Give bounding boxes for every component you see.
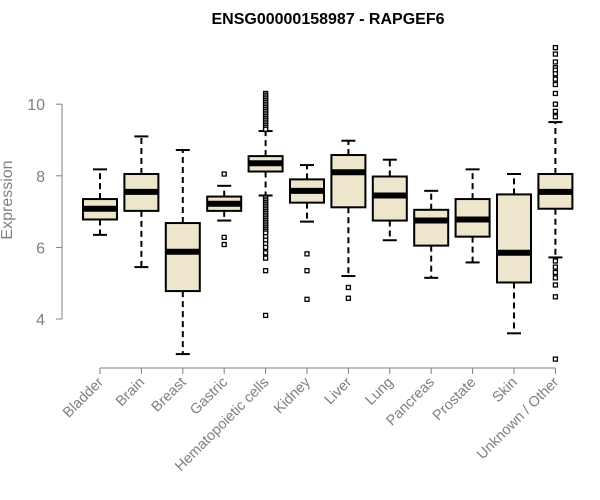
outlier-point: [552, 44, 559, 51]
outlier-point: [262, 244, 269, 251]
outlier-point: [262, 126, 269, 132]
outlier-point: [552, 356, 559, 362]
outlier-point: [221, 171, 227, 177]
x-tick-label: Lung: [362, 375, 396, 409]
outlier-point: [552, 76, 559, 82]
outlier-point: [304, 296, 310, 302]
x-tick-label: Kidney: [271, 374, 314, 417]
outlier-point: [552, 275, 559, 281]
outlier-point: [552, 114, 559, 120]
x-tick-label: Bladder: [60, 374, 107, 421]
outlier-point: [552, 51, 559, 57]
outlier-point: [262, 250, 269, 256]
iqr-box: [371, 175, 408, 222]
box-series: [82, 44, 574, 362]
outlier-point: [345, 295, 352, 301]
outlier-point: [262, 268, 269, 274]
y-tick-label: 6: [36, 240, 45, 257]
outlier-point: [552, 81, 559, 88]
outlier-point: [552, 282, 559, 288]
outlier-point: [262, 312, 269, 319]
x-tick-label: Skin: [490, 375, 521, 406]
iqr-box: [413, 208, 450, 247]
box-pancreas: [413, 189, 450, 279]
y-axis-label: Expression: [0, 160, 16, 239]
outlier-point: [262, 255, 269, 261]
outlier-point: [552, 269, 559, 276]
box-hematopoietic-cells: [247, 90, 284, 319]
iqr-box: [330, 154, 367, 209]
outlier-point: [552, 294, 559, 300]
box-bladder: [82, 168, 118, 236]
chart-title: ENSG00000158987 - RAPGEF6: [211, 11, 444, 28]
box-breast: [164, 149, 201, 356]
iqr-box: [496, 193, 532, 284]
box-kidney: [289, 164, 325, 302]
outlier-point: [304, 251, 310, 257]
box-liver: [330, 139, 367, 301]
box-prostate: [454, 168, 491, 264]
outlier-point: [221, 234, 227, 241]
outlier-point: [552, 108, 559, 115]
box-gastric: [206, 171, 243, 248]
outlier-point: [552, 90, 559, 97]
y-tick-label: 8: [36, 169, 45, 186]
outlier-point: [552, 59, 559, 65]
outlier-point: [552, 264, 559, 270]
iqr-box: [164, 222, 201, 293]
y-axis-ticks: 4 6 8 10: [27, 97, 62, 329]
outlier-point: [304, 268, 310, 274]
box-lung: [371, 158, 408, 242]
outlier-point: [552, 101, 559, 107]
x-tick-label: Brain: [113, 375, 148, 410]
x-tick-label: Breast: [149, 375, 190, 416]
box-brain: [123, 135, 160, 269]
outlier-point: [345, 284, 352, 291]
box-skin: [496, 173, 532, 335]
outlier-point: [552, 71, 559, 77]
outlier-point: [552, 258, 559, 264]
box-unknown-other: [537, 44, 574, 362]
x-tick-label: Prostate: [430, 375, 479, 424]
y-tick-label: 10: [27, 97, 45, 114]
y-tick-label: 4: [36, 312, 45, 329]
x-tick-label: Liver: [322, 374, 356, 408]
outlier-point: [221, 241, 227, 248]
